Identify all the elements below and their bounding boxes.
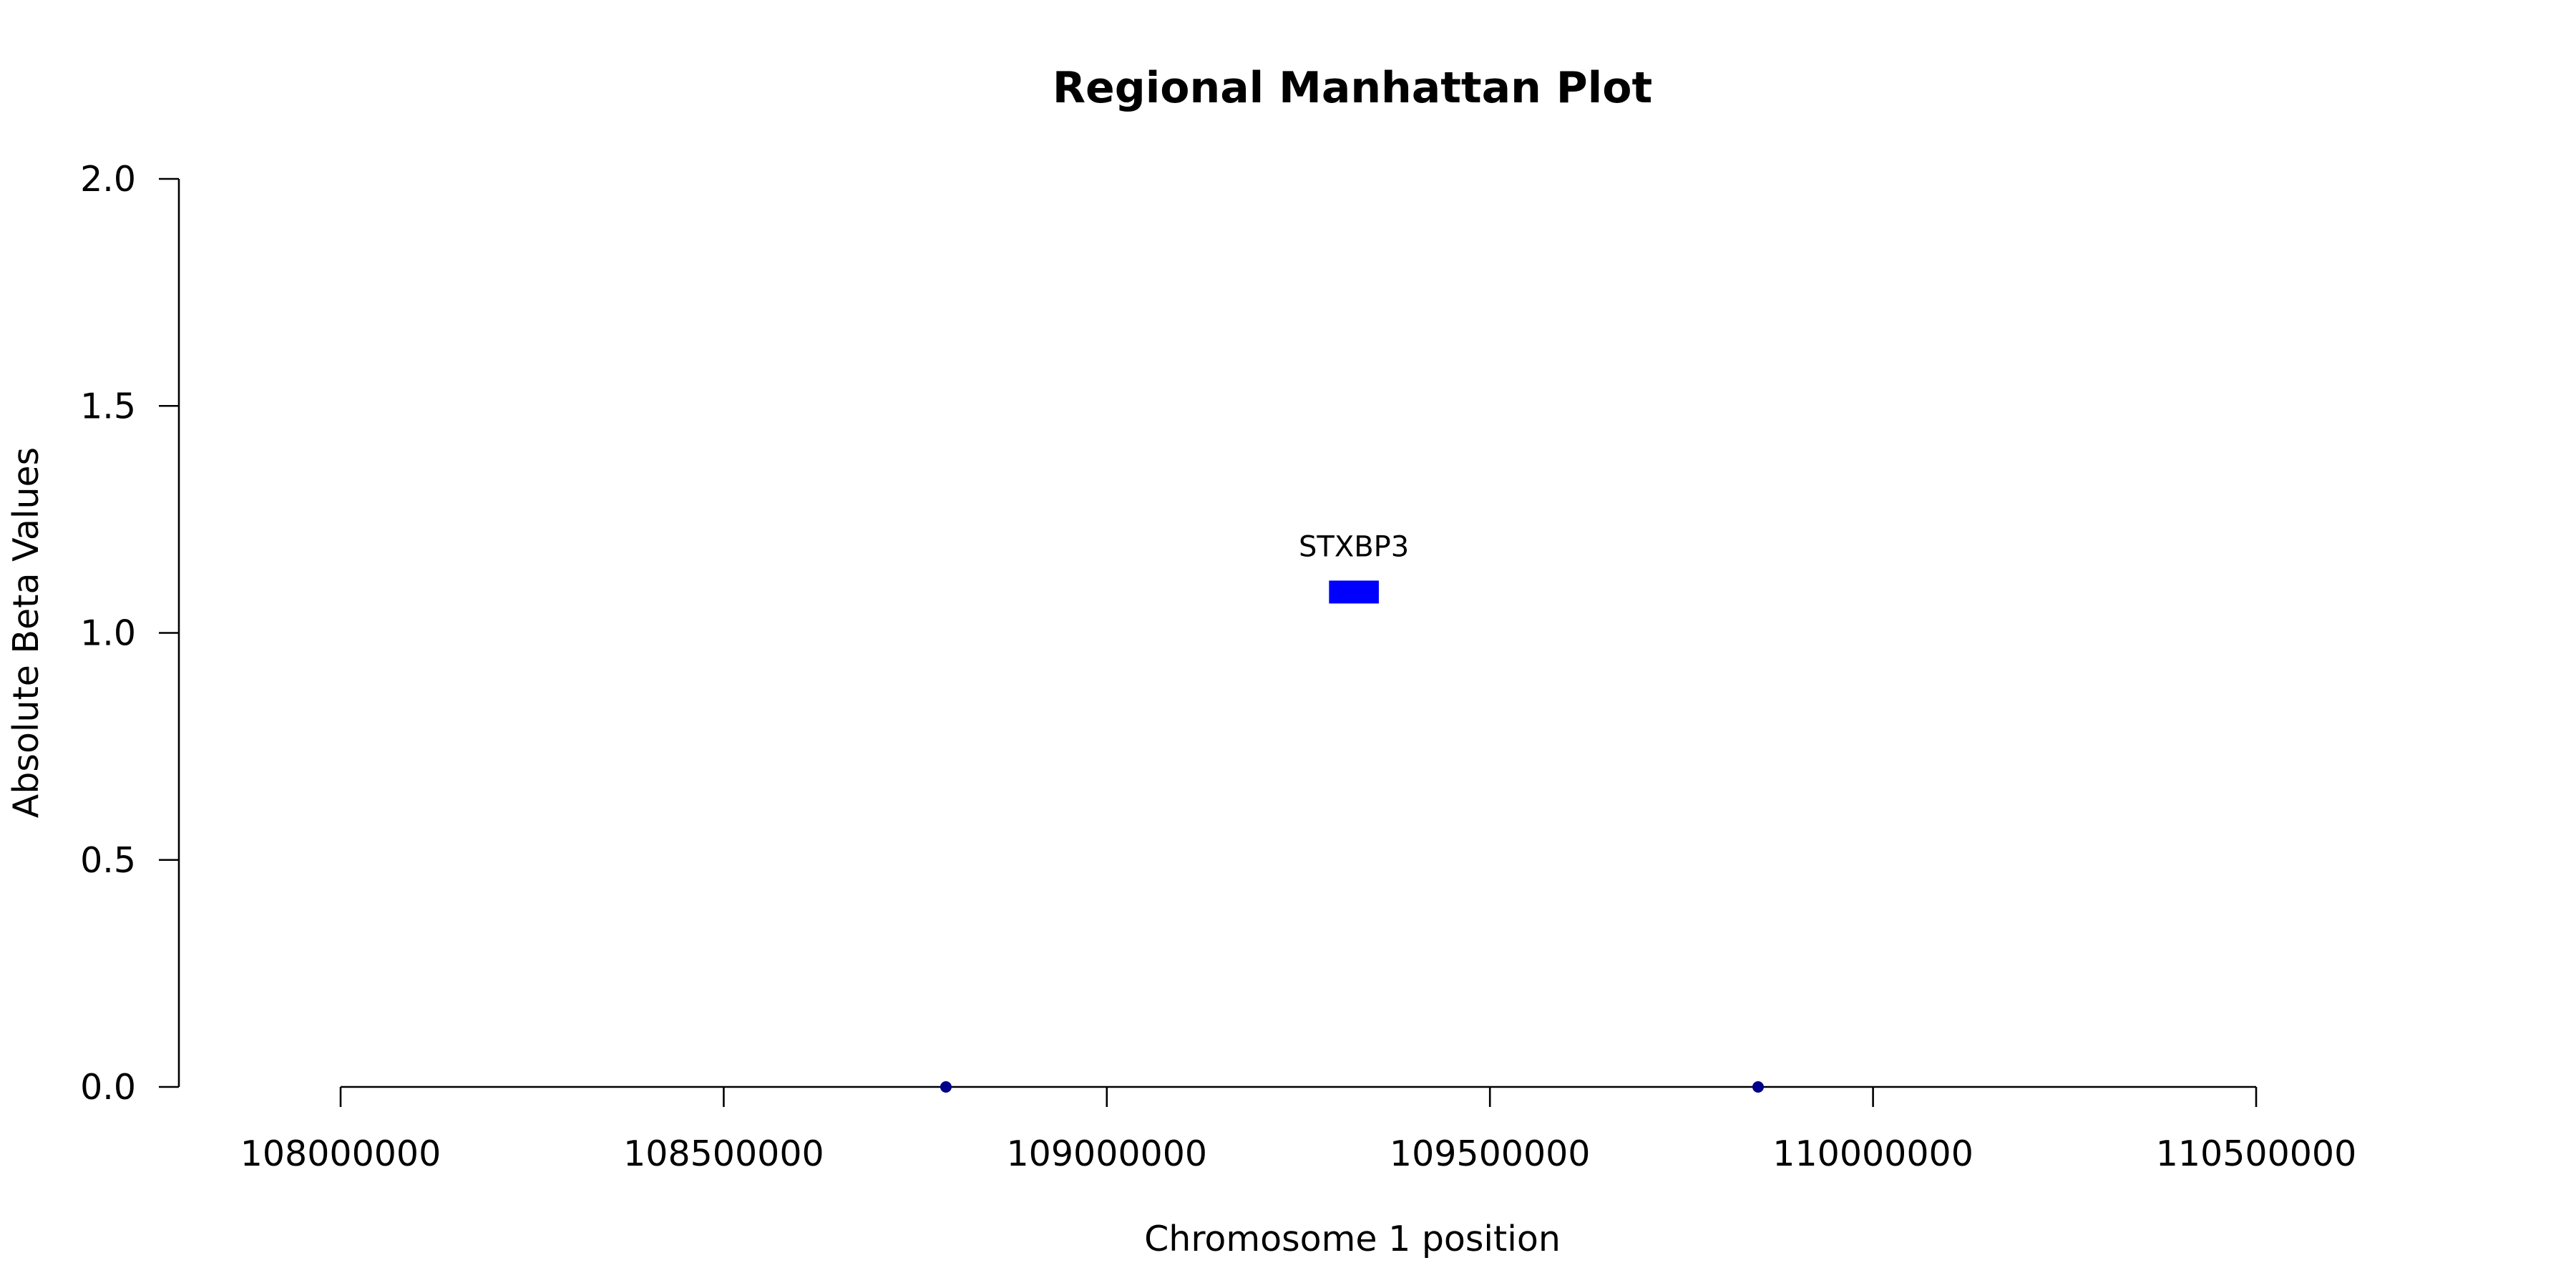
y-axis: 0.0 0.5 1.0 1.5 2.0 (80, 159, 180, 1108)
x-tick-label: 109500000 (1390, 1133, 1591, 1174)
data-point (1752, 1081, 1764, 1093)
x-tick-label: 108500000 (623, 1133, 824, 1174)
x-tick-label: 110500000 (2156, 1133, 2357, 1174)
x-axis: 108000000 108500000 109000000 109500000 1100… (240, 1085, 2357, 1174)
y-tick-label: 2.0 (80, 159, 136, 200)
gene-block (1329, 580, 1379, 604)
x-tick-label: 108000000 (240, 1133, 441, 1174)
x-tick-label: 110000000 (1772, 1133, 1974, 1174)
gene-layer: STXBP3 (1299, 530, 1409, 604)
x-axis-label: Chromosome 1 position (1144, 1219, 1561, 1259)
y-tick-label: 0.5 (80, 840, 136, 881)
x-tick-label: 109000000 (1007, 1133, 1208, 1174)
gene-label: STXBP3 (1299, 530, 1409, 563)
y-axis-label: Absolute Beta Values (6, 447, 47, 818)
data-point (940, 1081, 952, 1093)
y-tick-label: 0.0 (80, 1067, 136, 1108)
chart-title: Regional Manhattan Plot (1053, 63, 1652, 113)
points-layer (940, 1081, 1764, 1093)
y-tick-label: 1.0 (80, 613, 136, 654)
y-tick-label: 1.5 (80, 386, 136, 426)
